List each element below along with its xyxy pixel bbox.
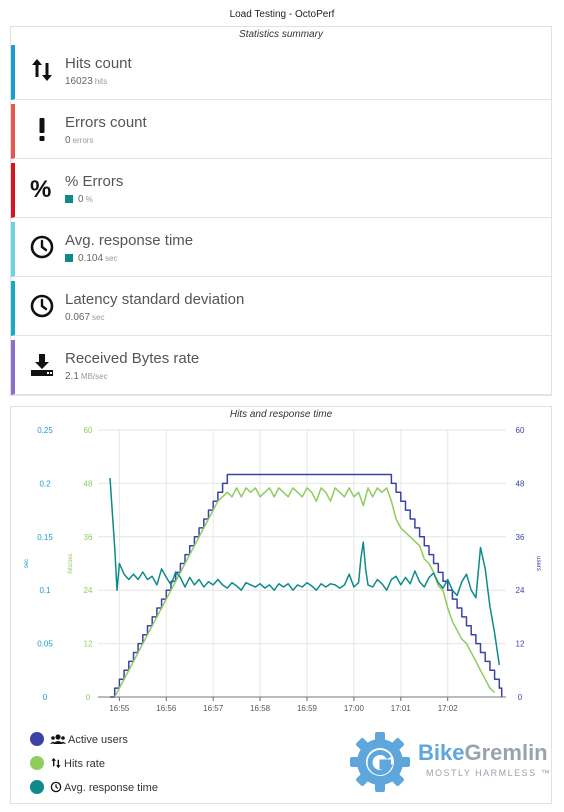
stat-hits: Hits count 16023 hits <box>11 45 551 100</box>
stat-value: 0 <box>65 135 71 146</box>
y-users-axis-label: users <box>535 556 541 571</box>
bikegremlin-watermark: BikeGremlin MOSTLY HARMLESS ™ <box>348 732 554 792</box>
x-tick-label: 17:01 <box>391 704 412 713</box>
percent-icon: % <box>29 175 55 203</box>
brand-bike: Bike <box>418 740 465 765</box>
stat-avg-response: Avg. response time 0.104 sec <box>11 222 551 277</box>
y-sec-tick-label: 0 <box>43 693 48 702</box>
legend-label: Hits rate <box>64 758 105 770</box>
exclamation-icon <box>29 116 55 142</box>
series-color-square <box>65 254 73 262</box>
legend-item[interactable]: Active users <box>30 732 128 748</box>
stat-unit: % <box>85 195 93 204</box>
stat-value-row: 16023 hits <box>65 76 107 87</box>
legend-label: Avg. response time <box>64 782 158 794</box>
legend-item[interactable]: Hits rate <box>30 756 105 772</box>
page-title: Load Testing - OctoPerf <box>229 9 335 20</box>
stat-label: Latency standard deviation <box>65 291 245 308</box>
legend-label: Active users <box>68 734 128 746</box>
series-avg-response-time <box>109 478 501 666</box>
y-hits-axis-label: hits/sec <box>68 553 74 573</box>
gear-logo-icon <box>350 732 410 792</box>
stat-unit: errors <box>72 136 94 145</box>
y-hits-tick-label: 24 <box>84 586 93 595</box>
y-users-tick-label: 24 <box>516 586 525 595</box>
stat-label: Avg. response time <box>65 232 194 249</box>
stat-value-row: 0.104 sec <box>65 253 117 264</box>
stat-label: Errors count <box>65 114 147 131</box>
y-users-tick-label: 60 <box>516 426 525 435</box>
y-sec-tick-label: 0.1 <box>39 586 51 595</box>
stat-pct-errors: % % Errors 0% <box>11 163 551 218</box>
y-sec-tick-label: 0.15 <box>37 533 53 542</box>
stat-unit: hits <box>94 77 108 86</box>
stat-label: Received Bytes rate <box>65 350 200 367</box>
y-users-tick-label: 36 <box>516 533 525 542</box>
sort-arrows-icon <box>29 57 55 83</box>
y-hits-tick-label: 36 <box>84 533 93 542</box>
x-tick-label: 17:02 <box>438 704 459 713</box>
stat-value: 16023 <box>65 76 93 87</box>
y-hits-tick-label: 60 <box>84 426 93 435</box>
stat-unit: sec <box>92 313 105 322</box>
y-sec-axis-label: sec <box>24 559 30 568</box>
y-sec-tick-label: 0.2 <box>39 479 51 488</box>
stat-label: % Errors <box>65 173 124 190</box>
stat-label: Hits count <box>65 55 132 72</box>
stat-value: 0.067 <box>65 312 91 323</box>
sort-arrows-icon <box>50 757 62 772</box>
legend-item[interactable]: Avg. response time <box>30 780 158 796</box>
series-active-users <box>110 473 503 698</box>
legend-dot <box>30 780 44 794</box>
series-hits-rate <box>114 487 496 698</box>
stat-value-row: 0.067 sec <box>65 312 104 323</box>
y-users-tick-label: 12 <box>516 640 525 649</box>
legend-dot <box>30 756 44 770</box>
stat-latency: Latency standard deviation 0.067 sec <box>11 281 551 336</box>
stat-value: 2.1 <box>65 371 79 382</box>
stat-unit: MB/sec <box>80 372 108 381</box>
y-hits-tick-label: 48 <box>84 479 93 488</box>
legend-dot <box>30 732 44 746</box>
clock-icon <box>29 234 55 260</box>
stat-value-row: 2.1 MB/sec <box>65 371 108 382</box>
x-tick-label: 17:00 <box>344 704 365 713</box>
stat-value: 0.104 <box>78 253 104 264</box>
stat-errors: Errors count 0 errors <box>11 104 551 159</box>
stat-bytes: Received Bytes rate 2.1 MB/sec <box>11 340 551 395</box>
download-icon <box>29 352 55 378</box>
x-tick-label: 16:58 <box>250 704 271 713</box>
clock-icon <box>29 293 55 319</box>
statistics-summary-title: Statistics summary <box>239 29 323 40</box>
series-color-square <box>65 195 73 203</box>
y-hits-tick-label: 0 <box>86 693 91 702</box>
y-sec-tick-label: 0.25 <box>37 426 53 435</box>
clock-icon <box>50 781 62 796</box>
x-tick-label: 16:59 <box>297 704 318 713</box>
users-icon <box>50 734 66 748</box>
stat-value-row: 0% <box>65 194 93 205</box>
y-users-tick-label: 0 <box>518 693 523 702</box>
brand-tagline: MOSTLY HARMLESS ™ <box>426 768 552 778</box>
hits-response-chart-panel: Hits and response time <box>10 406 552 804</box>
y-sec-tick-label: 0.05 <box>37 640 53 649</box>
stat-unit: sec <box>105 254 118 263</box>
stat-value: 0 <box>78 194 84 205</box>
chart-title: Hits and response time <box>229 409 333 420</box>
brand-gremlin: Gremlin <box>464 740 548 765</box>
x-tick-label: 16:56 <box>156 704 177 713</box>
stat-value-row: 0 errors <box>65 135 93 146</box>
x-tick-label: 16:57 <box>203 704 224 713</box>
y-hits-tick-label: 12 <box>84 640 93 649</box>
x-tick-label: 16:55 <box>109 704 130 713</box>
y-users-tick-label: 48 <box>516 479 525 488</box>
statistics-summary-panel: Statistics summary Hits count 16023 hits Er… <box>10 26 552 396</box>
svg-text:%: % <box>30 176 51 201</box>
